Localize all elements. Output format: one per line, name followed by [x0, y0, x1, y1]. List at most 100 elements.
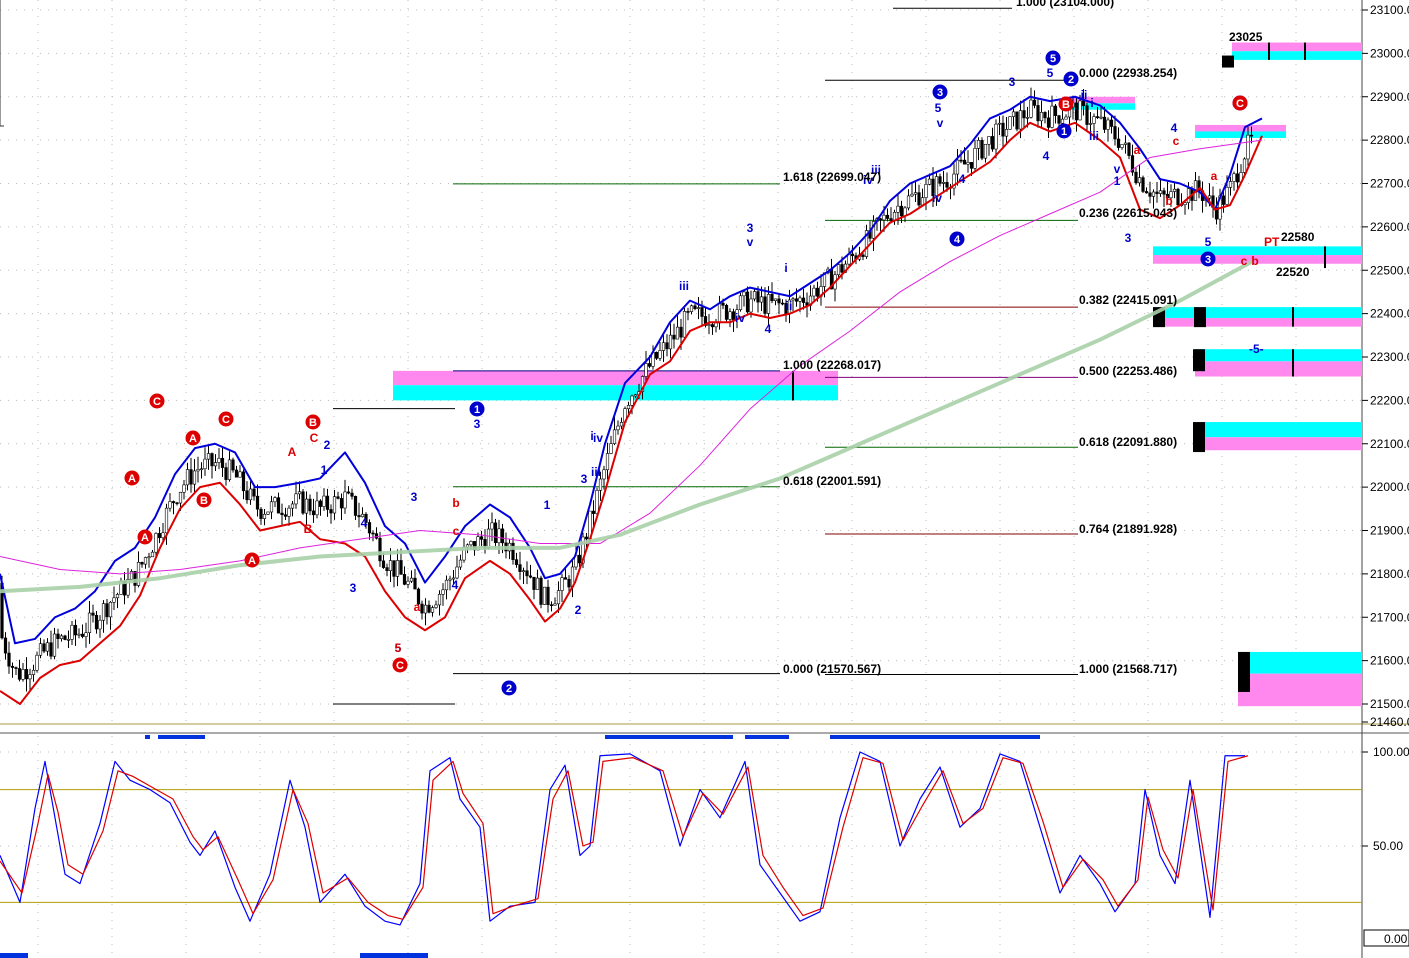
wave-label: 4 [361, 516, 368, 530]
price-bar-body [759, 296, 764, 303]
price-bar-body [955, 159, 960, 175]
circled-label: 3 [932, 84, 948, 100]
wave-label: i [784, 261, 787, 275]
price-bar-body [525, 570, 529, 577]
price-bar-body [126, 578, 130, 596]
price-bar-body [1099, 116, 1103, 119]
price-bar-body [1144, 191, 1149, 194]
price-bar-body [210, 453, 214, 467]
wave-label: i [590, 429, 593, 443]
axis-tick-label: 22500.00 [1370, 263, 1409, 277]
wave-label: ii [1081, 88, 1088, 102]
price-bar-body [157, 533, 162, 539]
price-bar-body [630, 395, 634, 406]
wave-label: 3 [1009, 75, 1016, 89]
axis-tick-label: 21500.00 [1370, 697, 1409, 711]
price-bar-body [381, 560, 386, 568]
wave-label: b [1165, 194, 1172, 208]
target-zone [1062, 96, 1135, 104]
target-zone [1153, 246, 1362, 256]
price-bar-body [1064, 116, 1068, 120]
price-bar-body [773, 298, 778, 302]
fib-label: 0.764 (21891.928) [1079, 522, 1177, 536]
price-bar-body [35, 654, 39, 671]
price-bar-body [885, 214, 890, 219]
level-label: 22520 [1276, 265, 1310, 279]
circled-label-disc [1058, 96, 1074, 112]
price-bar-body [52, 633, 57, 657]
price-bar-body [301, 491, 305, 514]
price-bar-body [1235, 173, 1240, 183]
price-bar-body [42, 643, 46, 652]
wave-label: C [310, 431, 319, 445]
circled-label: C [1232, 95, 1248, 111]
price-bar-body [770, 294, 774, 302]
price-bar-body [1095, 116, 1100, 118]
price-bar-body [896, 205, 900, 213]
price-bar-body [794, 298, 799, 302]
target-zone [1195, 422, 1362, 438]
price-bar-body [385, 567, 389, 571]
wave-label: 3 [1125, 231, 1132, 245]
price-bar-body [402, 574, 407, 585]
target-zone [1195, 437, 1362, 451]
wave-label: c [453, 524, 460, 538]
price-bar-body [294, 493, 298, 505]
price-bar-body [364, 513, 368, 523]
zone-marker [1193, 422, 1205, 453]
price-bar-body [290, 503, 295, 509]
price-bar-body [871, 221, 876, 239]
price-bar-body [49, 642, 53, 657]
price-bar-body [420, 603, 424, 614]
price-bar-body [343, 491, 347, 509]
price-bar-body [1050, 105, 1054, 128]
wave-label: 3 [581, 472, 588, 486]
price-bar-body [1249, 134, 1254, 137]
price-bar-body [731, 311, 736, 320]
price-bar-body [322, 495, 326, 507]
wave-label: 5 [935, 101, 942, 115]
price-bar-body [150, 551, 155, 558]
target-zone [1232, 42, 1362, 52]
price-bar-body [1008, 116, 1012, 130]
price-bar-body [357, 515, 361, 518]
circled-label: 2 [501, 680, 517, 696]
price-bar-body [994, 123, 998, 150]
circled-label-text: B [200, 495, 208, 507]
circled-label-text: C [1236, 98, 1244, 110]
price-bar-body [392, 560, 396, 577]
zone-marker [1193, 349, 1205, 372]
circled-label-text: 2 [506, 683, 512, 695]
price-bar-body [318, 500, 323, 507]
price-bar-body [339, 498, 344, 509]
price-bar-body [686, 311, 690, 313]
target-zone [1195, 349, 1362, 362]
circled-label: 3 [1200, 251, 1216, 267]
price-bar-body [500, 528, 505, 544]
circled-label-text: A [189, 433, 197, 445]
price-bar-body [136, 561, 141, 586]
price-bar-body [94, 614, 99, 630]
wave-label: b [452, 496, 459, 510]
wave-label: v [937, 116, 944, 130]
price-bar-body [371, 532, 375, 535]
price-bar-body [563, 577, 568, 580]
price-bar-body [469, 541, 473, 546]
price-bar-body [7, 652, 11, 667]
price-bar-body [38, 643, 43, 656]
price-bar-body [1186, 188, 1191, 203]
price-bar-body [1130, 155, 1135, 173]
price-bar-body [287, 507, 291, 517]
circled-label: 1 [1056, 123, 1072, 139]
zone-marker [1238, 651, 1250, 692]
price-bar-body [990, 136, 995, 150]
price-bar-body [1001, 122, 1005, 137]
long-moving-average [0, 259, 1253, 594]
fib-label: 0.618 (22091.880) [1079, 435, 1177, 449]
price-bar-body [280, 512, 284, 516]
price-bar-body [675, 326, 680, 340]
target-zone [1232, 51, 1362, 60]
circled-label-disc [124, 470, 140, 486]
price-bar-body [1137, 177, 1142, 184]
price-bar-body [304, 498, 309, 514]
